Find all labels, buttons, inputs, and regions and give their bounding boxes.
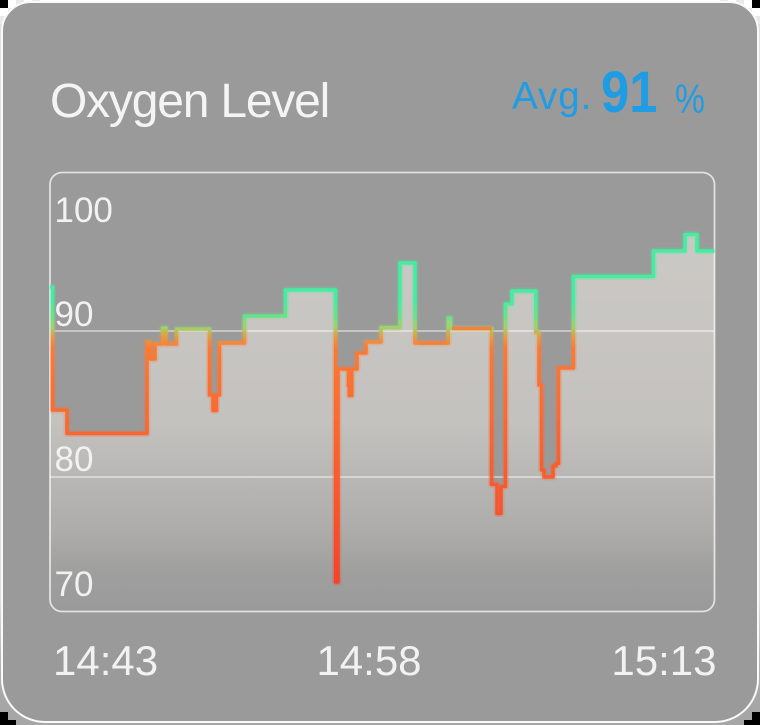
svg-text:14:43: 14:43 bbox=[53, 637, 158, 684]
svg-text:100: 100 bbox=[55, 191, 113, 230]
svg-text:14:58: 14:58 bbox=[316, 637, 421, 684]
svg-text:15:13: 15:13 bbox=[611, 637, 716, 684]
svg-text:80: 80 bbox=[55, 440, 94, 479]
svg-text:90: 90 bbox=[55, 295, 94, 334]
svg-text:70: 70 bbox=[55, 565, 94, 604]
